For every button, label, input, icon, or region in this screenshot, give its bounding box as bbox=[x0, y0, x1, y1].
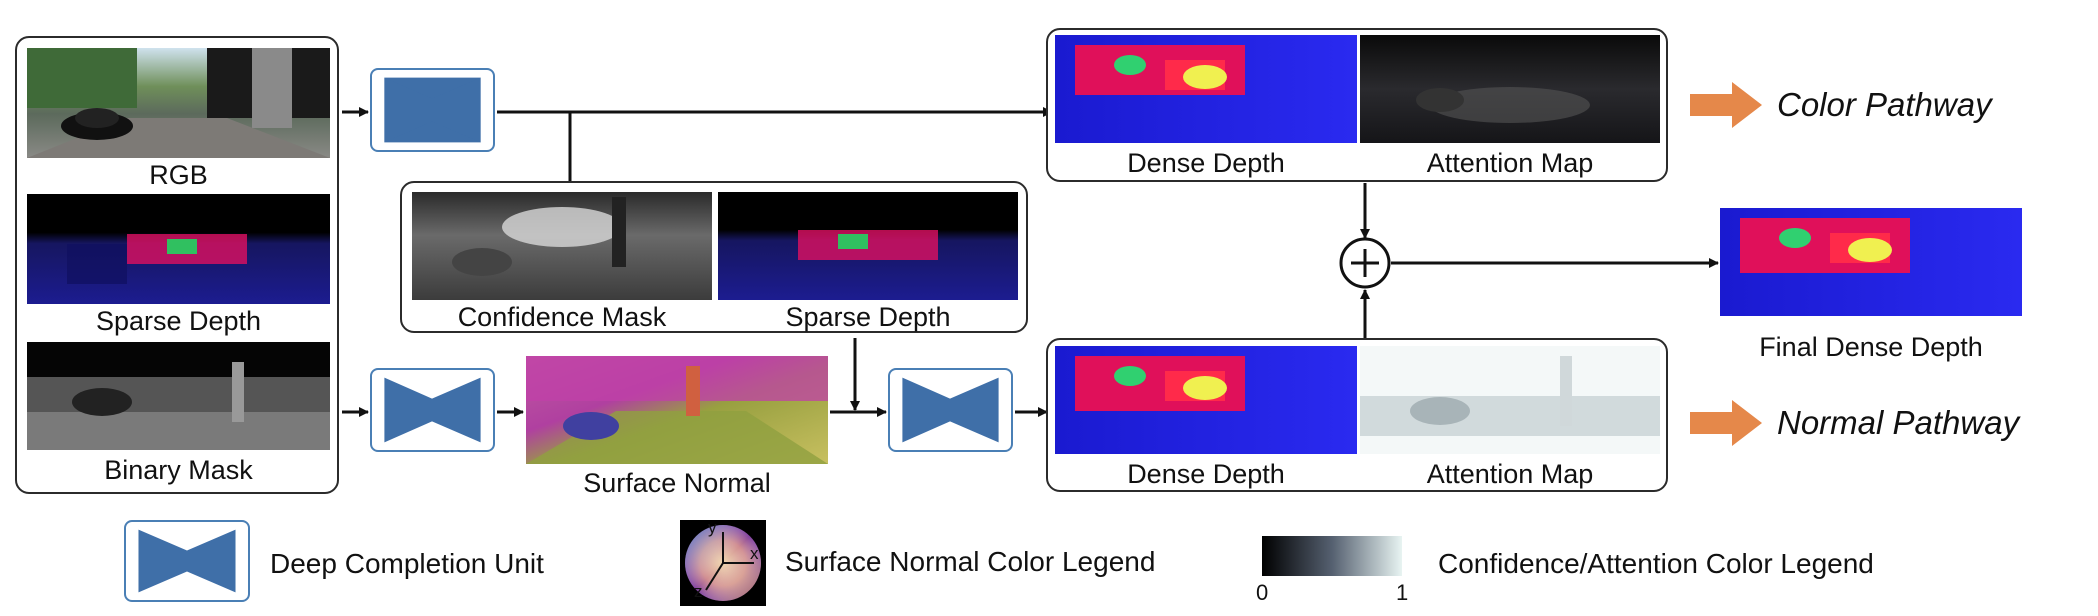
axis-z-label: z bbox=[694, 582, 703, 601]
binary-mask-image bbox=[27, 342, 330, 450]
color-dense-depth-caption: Dense Depth bbox=[1127, 148, 1285, 178]
normal-pathway-label: Normal Pathway bbox=[1777, 404, 2020, 441]
rgb-image bbox=[27, 48, 330, 158]
color-pathway-label: Color Pathway bbox=[1777, 86, 1992, 123]
confidence-legend-bar bbox=[1262, 536, 1402, 576]
axis-x-label: x bbox=[750, 544, 759, 563]
deep-completion-unit-icon bbox=[384, 77, 481, 143]
confidence-mask-caption: Confidence Mask bbox=[457, 302, 667, 332]
legend-normal-label: Surface Normal Color Legend bbox=[785, 546, 1156, 577]
color-dense-depth-image bbox=[1055, 35, 1357, 143]
rgb-caption: RGB bbox=[149, 160, 208, 190]
color-attention-map-image bbox=[1360, 35, 1660, 143]
arrow-right-icon bbox=[1690, 400, 1762, 446]
normal-dense-depth-caption: Dense Depth bbox=[1127, 459, 1285, 489]
deep-completion-unit-1 bbox=[370, 68, 495, 152]
final-dense-depth-caption: Final Dense Depth bbox=[1759, 332, 1983, 362]
deep-completion-unit-3 bbox=[888, 368, 1013, 452]
deep-completion-unit-icon bbox=[902, 377, 999, 443]
surface-normal-legend-swatch: y x z bbox=[680, 518, 766, 606]
color-attention-map-caption: Attention Map bbox=[1426, 148, 1594, 178]
deep-completion-unit-icon bbox=[138, 529, 236, 593]
deep-completion-unit-2 bbox=[370, 368, 495, 452]
legend-tick-min: 0 bbox=[1256, 580, 1269, 605]
sparse-depth-caption-input: Sparse Depth bbox=[95, 306, 262, 336]
normal-attention-map-caption: Attention Map bbox=[1426, 459, 1594, 489]
normal-attention-map-image bbox=[1360, 346, 1660, 454]
normal-dense-depth-image bbox=[1055, 346, 1357, 454]
legend-dcu-label: Deep Completion Unit bbox=[270, 548, 544, 579]
legend-tick-max: 1 bbox=[1396, 580, 1409, 605]
confidence-mask-image bbox=[412, 192, 712, 300]
plus-icon bbox=[1339, 237, 1391, 289]
legend-confidence-label: Confidence/Attention Color Legend bbox=[1438, 548, 1874, 579]
legend-deep-completion-unit bbox=[124, 520, 250, 602]
binary-mask-caption: Binary Mask bbox=[104, 455, 253, 485]
sparse-depth-image-input bbox=[27, 194, 330, 304]
final-dense-depth-image bbox=[1720, 208, 2022, 316]
surface-normal-caption: Surface Normal bbox=[583, 468, 771, 498]
surface-normal-image bbox=[526, 356, 828, 464]
deep-completion-unit-icon bbox=[384, 377, 481, 443]
sparse-depth-image-middle bbox=[718, 192, 1018, 300]
arrow-right-icon bbox=[1690, 82, 1762, 128]
sparse-depth-caption-middle: Sparse Depth bbox=[785, 302, 951, 332]
axis-y-label: y bbox=[708, 518, 717, 537]
